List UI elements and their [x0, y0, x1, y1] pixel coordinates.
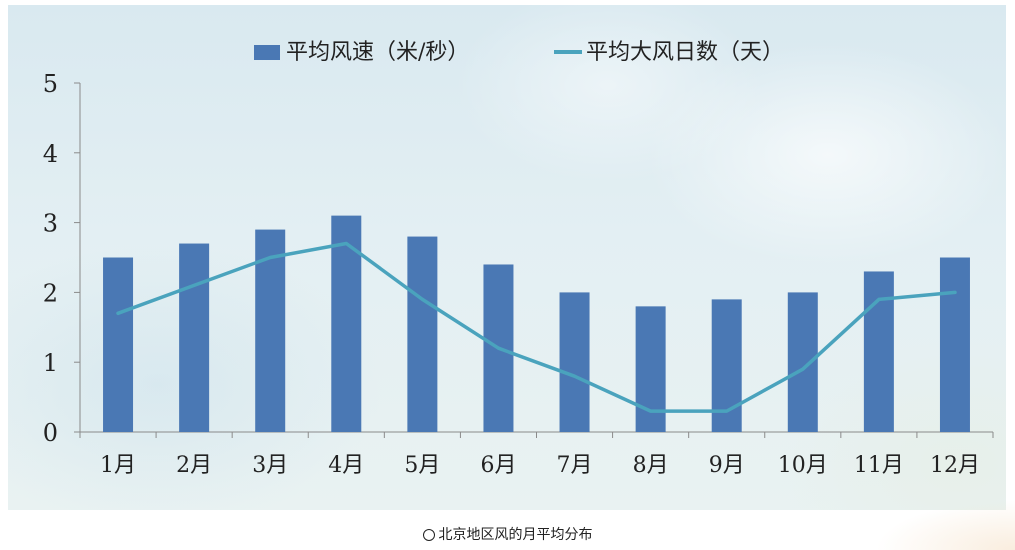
x-tick-label: 8月 [633, 453, 669, 478]
x-tick-label: 10月 [778, 453, 828, 478]
x-tick-label: 6月 [480, 453, 516, 478]
bar [939, 257, 970, 432]
x-tick-label: 3月 [252, 453, 288, 478]
bar [407, 236, 438, 432]
bar [863, 271, 894, 432]
x-tick-label: 5月 [404, 453, 440, 478]
bar [787, 292, 818, 432]
x-tick-label: 11月 [854, 453, 904, 478]
y-tick-label: 3 [43, 210, 58, 238]
legend-bar-swatch [254, 45, 280, 60]
y-tick-label: 4 [43, 140, 58, 168]
bar [559, 292, 590, 432]
series-line [116, 241, 957, 413]
legend-label: 平均风速（米/秒） [286, 40, 469, 65]
x-tick-label: 1月 [100, 453, 136, 478]
x-tick-label: 7月 [557, 453, 593, 478]
corner-decoration [875, 500, 1015, 550]
bar [179, 243, 210, 432]
y-tick-label: 1 [43, 349, 58, 377]
bar [331, 215, 362, 432]
x-tick-label: 9月 [709, 453, 745, 478]
x-tick-label: 4月 [328, 453, 364, 478]
y-tick-label: 0 [43, 419, 58, 447]
bar [635, 306, 666, 432]
legend-label: 平均大风日数（天） [586, 40, 784, 65]
circle-icon [422, 529, 435, 541]
chart: 0 1 2 3 4 5 1月 2月 3月 4月 5月 6月 7月 8月 9月 10月 11月 12月 平均风速（米/… [43, 40, 994, 478]
chart-panel: 0 1 2 3 4 5 1月 2月 3月 4月 5月 6月 7月 8月 9月 10月 11月 12月 平均风速（米/… [8, 5, 1006, 510]
x-tick-label: 12月 [930, 453, 980, 478]
bar [103, 257, 134, 432]
caption-text: 北京地区风的月平均分布 [438, 527, 593, 543]
y-tick-label: 5 [43, 70, 58, 98]
bar [255, 229, 286, 432]
figure-caption: 北京地区风的月平均分布 [0, 524, 1015, 544]
y-tick-label: 2 [43, 279, 58, 307]
x-tick-label: 2月 [176, 453, 212, 478]
